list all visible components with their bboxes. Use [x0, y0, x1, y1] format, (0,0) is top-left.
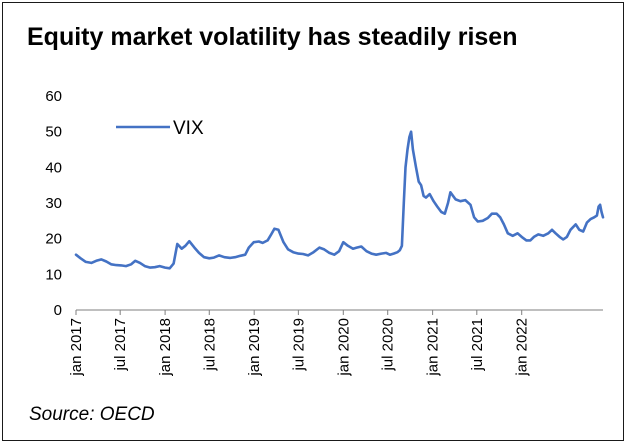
x-tick-label: jan 2020: [335, 318, 352, 377]
y-tick-label: 10: [45, 266, 62, 283]
x-tick-label: jul 2019: [290, 318, 307, 372]
x-tick-label: jul 2018: [201, 318, 218, 372]
source-note: Source: OECD: [29, 404, 155, 425]
legend-label-vix: VIX: [173, 118, 204, 139]
y-tick-label: 60: [45, 88, 62, 105]
y-tick-label: 0: [54, 302, 62, 319]
y-tick-label: 20: [45, 231, 62, 248]
x-tick-label: jan 2018: [157, 318, 174, 377]
y-tick-label: 50: [45, 124, 62, 141]
x-tick-label: jan 2017: [68, 318, 85, 377]
x-tick-label: jan 2019: [246, 318, 263, 377]
y-tick-label: 30: [45, 195, 62, 212]
x-tick-label: jul 2021: [469, 318, 486, 372]
y-axis-tick-labels: 0 10 20 30 40 50 60: [45, 88, 62, 319]
x-tick-label: jan 2021: [425, 318, 442, 377]
x-tick-label: jul 2020: [380, 318, 397, 372]
chart-frame: Equity market volatility has steadily ri…: [2, 2, 624, 441]
legend: VIX: [116, 118, 204, 139]
series-group: [74, 130, 605, 270]
x-tick-label: jul 2017: [112, 318, 129, 372]
chart-title: Equity market volatility has steadily ri…: [27, 23, 518, 51]
y-tick-label: 40: [45, 159, 62, 176]
x-tick-label: jan 2022: [514, 318, 531, 377]
axes: [75, 309, 603, 315]
series-line-vix: [74, 130, 605, 270]
x-axis-tick-labels: jan 2017 jul 2017 jan 2018 jul 2018 jan 2019…: [68, 318, 531, 377]
